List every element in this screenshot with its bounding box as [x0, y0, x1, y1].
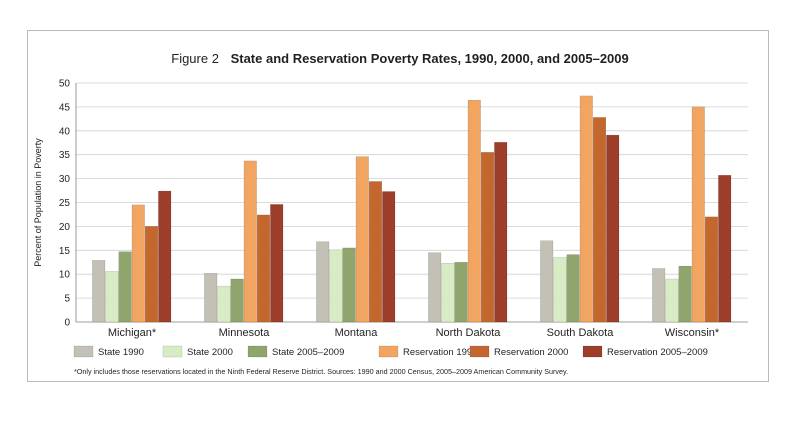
bar	[158, 190, 172, 323]
bar	[718, 175, 732, 323]
legend-swatch	[378, 345, 399, 358]
figure-label: Figure 2	[171, 51, 219, 66]
bar	[92, 260, 106, 323]
y-tick-label: 15	[59, 246, 71, 257]
bar	[553, 257, 567, 323]
figure-frame	[27, 30, 769, 382]
bar	[481, 152, 495, 323]
legend-label: State 2005–2009	[272, 347, 344, 358]
y-tick-label: 5	[64, 294, 70, 305]
x-tick-label: Montana	[335, 327, 379, 339]
y-tick-label: 30	[59, 174, 71, 185]
y-tick-label: 10	[59, 270, 71, 281]
bar	[118, 251, 132, 323]
bar	[705, 216, 719, 323]
bar	[382, 191, 396, 323]
legend-swatch	[73, 345, 94, 358]
x-tick-label: Wisconsin*	[665, 327, 720, 339]
bar	[540, 240, 554, 323]
bar	[665, 278, 679, 323]
bar	[355, 156, 369, 323]
bar	[441, 263, 455, 323]
bar	[691, 106, 705, 323]
legend-label: State 2000	[187, 347, 233, 358]
y-tick-label: 0	[64, 318, 70, 329]
x-tick-label: South Dakota	[547, 327, 615, 339]
y-tick-label: 45	[59, 102, 71, 113]
bar	[144, 226, 158, 323]
legend-swatch	[469, 345, 490, 358]
y-tick-label: 25	[59, 198, 71, 209]
footnote: *Only includes those reservations locate…	[74, 367, 569, 376]
bar	[131, 204, 145, 323]
bar	[494, 142, 508, 323]
legend-label: State 1990	[98, 347, 144, 358]
x-tick-label: North Dakota	[436, 327, 502, 339]
bar	[257, 214, 271, 323]
bar	[316, 241, 330, 323]
legend-label: Reservation 1990	[403, 347, 477, 358]
bar	[204, 273, 218, 323]
bar	[217, 285, 231, 323]
legend-swatch	[582, 345, 603, 358]
bar	[579, 95, 593, 323]
legend-label: Reservation 2000	[494, 347, 568, 358]
y-tick-label: 50	[59, 79, 71, 90]
chart-title: Figure 2 State and Reservation Poverty R…	[0, 51, 800, 66]
bar	[593, 117, 607, 323]
bar	[454, 262, 468, 323]
bar	[467, 100, 481, 323]
bar	[606, 134, 620, 323]
y-tick-label: 40	[59, 126, 71, 137]
y-tick-label: 35	[59, 150, 71, 161]
bar	[428, 252, 442, 323]
x-tick-label: Minnesota	[219, 327, 271, 339]
x-tick-label: Michigan*	[108, 327, 157, 339]
bar	[566, 254, 580, 323]
bar	[105, 271, 119, 323]
bar	[329, 249, 343, 323]
y-tick-label: 20	[59, 222, 71, 233]
figure-title: State and Reservation Poverty Rates, 199…	[230, 51, 629, 66]
y-axis-label: Percent of Population in Poverty	[33, 138, 43, 267]
bar	[270, 204, 284, 323]
bar	[369, 181, 383, 323]
bar	[652, 268, 666, 323]
legend-swatch	[247, 345, 268, 358]
legend-swatch	[162, 345, 183, 358]
bar	[678, 265, 692, 323]
legend-label: Reservation 2005–2009	[607, 347, 708, 358]
bar	[243, 160, 257, 323]
bar	[342, 247, 356, 323]
bar	[230, 278, 244, 323]
